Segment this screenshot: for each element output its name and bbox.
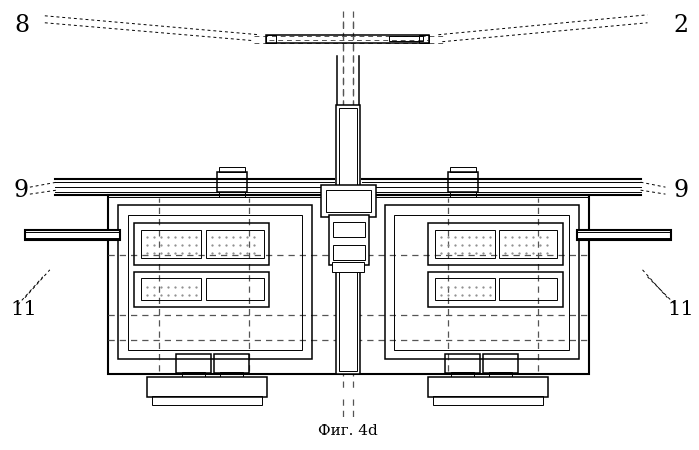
Bar [220,373,243,382]
Text: 9: 9 [14,179,29,202]
Bar [176,354,211,373]
Bar [452,373,474,382]
Bar [489,373,512,382]
Bar [433,396,543,405]
Text: 11: 11 [668,300,694,319]
Bar [134,223,269,265]
Bar [333,222,365,237]
Bar [389,36,424,40]
Bar [217,172,247,192]
Bar [384,205,579,360]
Bar [419,35,429,43]
Bar [428,223,563,265]
Bar [206,278,264,300]
Bar [332,262,363,272]
Bar [152,396,262,405]
Bar [214,354,249,373]
Bar [450,167,476,172]
Bar [483,354,518,373]
Text: 11: 11 [10,300,37,319]
Bar [448,172,478,192]
Bar [445,354,480,373]
Bar [127,215,302,350]
Bar [25,232,120,238]
Text: 2: 2 [673,14,689,37]
Bar [333,245,365,260]
Bar [147,378,267,397]
Text: 9: 9 [673,179,689,202]
Bar [266,35,429,43]
Bar [108,195,589,374]
Bar [428,272,563,307]
Bar [577,232,672,238]
Bar [394,215,569,350]
Bar [435,230,495,258]
Bar [117,205,312,360]
Bar [219,192,245,197]
Bar [428,378,548,397]
Bar [321,185,375,217]
Bar [326,190,370,212]
Bar [435,278,495,300]
Bar [141,230,201,258]
Bar [266,35,276,43]
Bar [134,272,269,307]
Text: 8: 8 [14,14,29,37]
Bar [339,108,356,371]
Bar [336,105,359,374]
Bar [25,230,120,240]
Bar [219,167,245,172]
Bar [141,278,201,300]
Bar [329,215,368,265]
Bar [499,278,557,300]
Text: Фиг. 4d: Фиг. 4d [318,424,377,438]
Bar [499,230,557,258]
Bar [182,373,206,382]
Bar [206,230,264,258]
Bar [577,230,672,240]
Bar [450,192,476,197]
